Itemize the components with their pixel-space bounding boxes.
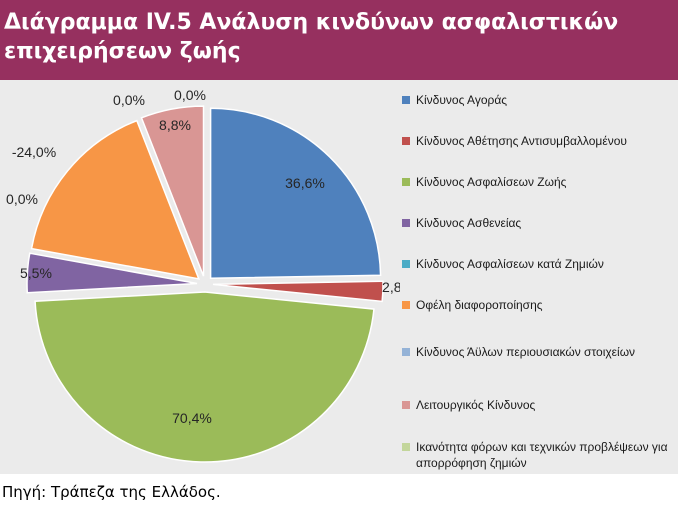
legend-swatch <box>402 348 410 356</box>
legend-swatch <box>402 301 410 309</box>
legend-label: Κίνδυνος Αθέτησης Αντισυμβαλλομένου <box>416 134 627 148</box>
slice-data-label: 70,4% <box>172 410 212 426</box>
source-note: Πηγή: Τράπεζα της Ελλάδος. <box>2 483 221 501</box>
slice-data-label: -24,0% <box>12 144 56 160</box>
legend-label: Κίνδυνος Ασθενείας <box>416 216 522 230</box>
pie-slice <box>34 291 375 463</box>
legend-label: Ικανότητα φόρων και τεχνικών προβλέψεων … <box>416 440 668 470</box>
legend-swatch <box>402 443 410 451</box>
legend-swatch <box>402 260 410 268</box>
pie-slice <box>140 105 205 277</box>
chart-header: Διάγραμμα IV.5 Ανάλυση κινδύνων ασφαλιστ… <box>0 0 678 80</box>
legend-swatch <box>402 178 410 186</box>
legend-item: Οφέλη διαφοροποίησης <box>402 297 672 313</box>
legend-item: Λειτουργικός Κίνδυνος <box>402 397 672 413</box>
slice-data-label: 5,5% <box>20 265 52 281</box>
slice-data-label: 2,8% <box>382 279 400 295</box>
slice-data-label: 36,6% <box>285 175 325 191</box>
legend-swatch <box>402 96 410 104</box>
pie-slice <box>209 107 382 280</box>
legend-swatch <box>402 137 410 145</box>
legend-item: Κίνδυνος Αθέτησης Αντισυμβαλλομένου <box>402 133 672 149</box>
legend-item: Κίνδυνος Ασφαλίσεων Ζωής <box>402 174 672 190</box>
legend-label: Κίνδυνος Ασφαλίσεων Ζωής <box>416 175 567 189</box>
legend-item: Κίνδυνος Άϋλων περιουσιακών στοιχείων <box>402 344 672 360</box>
legend-item: Ικανότητα φόρων και τεχνικών προβλέψεων … <box>402 439 672 471</box>
slice-data-label: 8,8% <box>159 117 191 133</box>
legend-item: Κίνδυνος Ασφαλίσεων κατά Ζημιών <box>402 256 672 272</box>
legend-swatch <box>402 219 410 227</box>
chart-title: Διάγραμμα IV.5 Ανάλυση κινδύνων ασφαλιστ… <box>4 10 619 64</box>
legend-item: Κίνδυνος Ασθενείας <box>402 215 672 231</box>
pie-slice <box>30 119 201 280</box>
legend-label: Κίνδυνος Άϋλων περιουσιακών στοιχείων <box>416 345 636 359</box>
legend-label: Οφέλη διαφοροποίησης <box>416 298 543 312</box>
pie-slice <box>26 252 198 294</box>
slice-data-label: 0,0% <box>174 87 206 103</box>
slice-data-label: 0,0% <box>6 191 38 207</box>
legend-label: Κίνδυνος Ασφαλίσεων κατά Ζημιών <box>416 257 604 271</box>
legend-label: Λειτουργικός Κίνδυνος <box>416 398 536 412</box>
legend-item: Κίνδυνος Αγοράς <box>402 92 672 108</box>
legend-label: Κίνδυνος Αγοράς <box>416 93 508 107</box>
chart-area: 36,6% 2,8% 70,4% 5,5% 0,0% -24,0% 0,0% 8,8% 0,0%… <box>0 80 678 474</box>
legend-swatch <box>402 401 410 409</box>
slice-data-label: 0,0% <box>113 92 145 108</box>
pie-chart: 36,6% 2,8% 70,4% 5,5% 0,0% -24,0% 0,0% 8,8% 0,0% <box>6 87 400 463</box>
pie-slice <box>212 280 384 303</box>
